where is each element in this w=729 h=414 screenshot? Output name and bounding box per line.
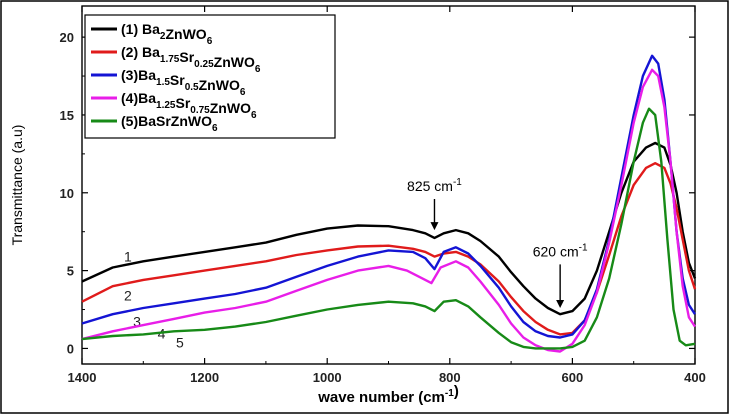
- annotation-arrow-head: [556, 299, 565, 308]
- peak-annotation-label: 825 cm-1: [407, 177, 462, 194]
- legend-entry: (2) Ba1.75Sr0.25ZnWO6: [121, 44, 261, 75]
- x-tick-label: 600: [562, 370, 584, 385]
- y-tick-label: 20: [60, 30, 74, 45]
- peak-annotation-label: 620 cm-1: [533, 242, 588, 259]
- legend-entry: (4)Ba1.25Sr0.75ZnWO6: [121, 90, 257, 121]
- series-line-1: [81, 141, 697, 316]
- y-tick-label: 5: [67, 264, 74, 279]
- curve-number-label: 1: [124, 249, 132, 265]
- series-line-2: [81, 162, 697, 336]
- legend-box: [84, 14, 336, 139]
- annotation-arrow-head: [430, 222, 439, 231]
- curve-number-label: 5: [176, 334, 184, 350]
- x-axis-title: wave number (cm-1): [317, 383, 459, 406]
- series-line-4: [81, 68, 697, 353]
- x-tick-label: 400: [684, 370, 706, 385]
- x-tick-label: 1000: [313, 370, 342, 385]
- y-axis-title: Transmittance (a.u): [9, 125, 25, 246]
- x-tick-label: 1400: [68, 370, 97, 385]
- curve-number-label: 2: [124, 287, 132, 303]
- legend-entry: (5)BaSrZnWO6: [121, 113, 218, 134]
- y-tick-label: 10: [60, 186, 74, 201]
- legend-entry: (3)Ba1.5Sr0.5ZnWO6: [121, 67, 246, 98]
- y-tick-label: 0: [67, 341, 74, 356]
- y-tick-label: 15: [60, 108, 74, 123]
- x-tick-label: 800: [439, 370, 461, 385]
- legend-entry: (1) Ba2ZnWO6: [121, 21, 213, 47]
- series-line-5: [81, 107, 696, 350]
- x-tick-label: 1200: [190, 370, 219, 385]
- series-line-3: [81, 54, 697, 339]
- curve-number-label: 3: [133, 314, 141, 330]
